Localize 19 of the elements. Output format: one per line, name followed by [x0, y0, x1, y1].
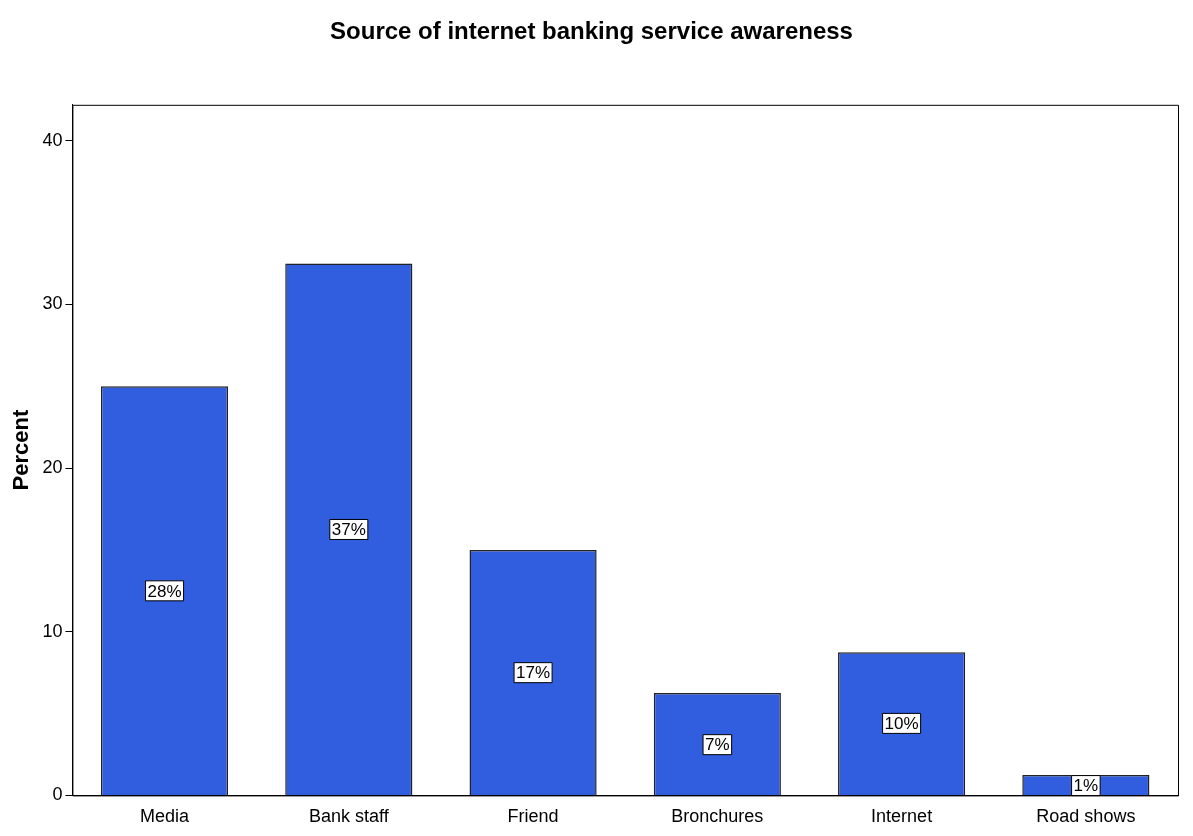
y-axis-title: Percent	[8, 409, 34, 491]
chart-title: Source of internet banking service awareness	[330, 17, 853, 45]
x-tick-label: Media	[140, 806, 191, 827]
y-tick-label: 30	[42, 293, 63, 314]
x-tick-label: Road shows	[1036, 806, 1136, 827]
annotation: 1%	[1073, 776, 1099, 796]
x-tick-label: Bank staff	[308, 806, 390, 827]
annotation: 28%	[147, 581, 182, 601]
x-tick-label: Internet	[871, 806, 933, 827]
x-tick-label: Friend	[507, 806, 559, 827]
y-tick-label: 20	[42, 457, 63, 478]
x-tick-label: Bronchures	[671, 806, 764, 827]
annotation: 10%	[884, 714, 919, 734]
y-tick-label: 0	[52, 784, 63, 805]
annotation: 17%	[516, 663, 551, 683]
annotation: 37%	[331, 520, 366, 540]
y-tick-label: 10	[42, 620, 63, 641]
y-tick-label: 40	[42, 129, 63, 150]
annotation: 7%	[705, 735, 730, 755]
